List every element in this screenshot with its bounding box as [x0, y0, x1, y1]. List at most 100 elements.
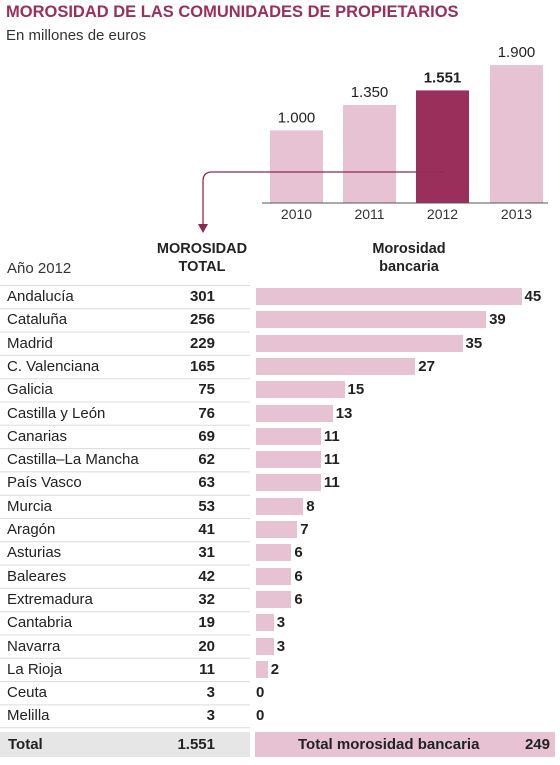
total-value-cell: 301 — [189, 288, 215, 305]
bank-bar — [256, 590, 292, 608]
year-tick-label: 2012 — [427, 206, 458, 222]
yearly-bar-chart: 1.000 2010 1.350 2011 1.551 2012 1.900 2013 — [198, 44, 548, 233]
table-row: Galicia 75 15 — [0, 378, 560, 401]
year-bar-2012 — [416, 90, 469, 203]
region-label: Ceuta — [7, 684, 48, 702]
region-label: Andalucía — [7, 288, 74, 305]
region-label: Madrid — [7, 334, 53, 352]
bank-bar — [256, 288, 522, 305]
bank-value-label: 13 — [335, 404, 353, 422]
bank-bar — [256, 427, 321, 445]
total-value-cell: 20 — [198, 637, 215, 655]
region-label: Galicia — [7, 381, 53, 399]
total-value-cell: 19 — [198, 614, 215, 632]
region-label: Castilla–La Mancha — [7, 451, 139, 469]
region-label: Castilla y León — [7, 404, 106, 422]
total-value-cell: 62 — [198, 451, 215, 469]
total-value-cell: 75 — [198, 381, 215, 399]
region-label: La Rioja — [7, 660, 63, 678]
bank-total-label: Total morosidad bancaria — [298, 736, 480, 753]
region-label: País Vasco — [7, 474, 82, 492]
header-total-line2: TOTAL — [178, 259, 226, 275]
chart-subtitle: En millones de euros — [6, 27, 147, 44]
bank-value-label: 27 — [418, 357, 435, 375]
bank-bar — [256, 404, 333, 422]
region-label: Cantabria — [7, 614, 73, 632]
total-value-cell: 31 — [198, 544, 215, 562]
table-row: Asturias 31 6 — [0, 541, 560, 564]
bank-value-label: 11 — [323, 474, 340, 492]
total-value-cell: 53 — [198, 497, 215, 515]
total-value-cell: 76 — [198, 404, 215, 422]
bank-bar — [256, 497, 304, 515]
bank-bar — [256, 637, 274, 655]
region-label: Asturias — [7, 544, 62, 562]
total-value-cell: 11 — [199, 660, 215, 678]
bank-bar — [256, 334, 463, 352]
table-row: Canarias 69 11 — [0, 425, 560, 448]
year-label: Año 2012 — [7, 260, 72, 277]
table-row: Melilla 3 0 — [0, 704, 560, 727]
total-value-cell: 69 — [198, 427, 215, 445]
table-row: Ceuta 3 0 — [0, 681, 560, 704]
bank-value-label: 11 — [323, 427, 340, 445]
table-row: Baleares 42 6 — [0, 565, 560, 588]
year-value-label: 1.350 — [351, 84, 389, 101]
region-label: Canarias — [7, 427, 68, 445]
year-bar-2013 — [490, 65, 543, 203]
table-row: Madrid 229 35 — [0, 332, 560, 355]
table-row: C. Valenciana 165 27 — [0, 355, 560, 378]
table-row: Castilla–La Mancha 62 11 — [0, 448, 560, 471]
bank-value-label: 6 — [294, 590, 303, 608]
bank-value-label: 35 — [465, 334, 483, 352]
bank-bar — [256, 544, 292, 562]
bank-bar — [256, 567, 292, 585]
bank-value-label: 7 — [300, 521, 309, 538]
year-tick-label: 2010 — [281, 206, 312, 222]
total-value: 1.551 — [177, 736, 215, 753]
bank-bar — [256, 474, 321, 492]
table-row: Extremadura 32 6 — [0, 588, 560, 611]
bank-value-label: 15 — [347, 381, 365, 399]
connector-arrow-icon — [198, 224, 208, 233]
bank-value-label: 8 — [306, 497, 315, 515]
year-value-label: 1.000 — [278, 109, 316, 126]
region-label: Murcia — [7, 497, 53, 515]
bank-bar — [256, 311, 487, 329]
header-bank-line2: bancaria — [379, 259, 439, 275]
region-label: Baleares — [7, 567, 67, 585]
table-row: Aragón 41 7 — [0, 518, 560, 541]
header-total: MOROSIDAD TOTAL — [143, 240, 261, 276]
bank-value-label: 11 — [323, 451, 340, 469]
bank-bar — [256, 451, 321, 469]
header-total-line1: MOROSIDAD — [156, 241, 248, 257]
year-tick-label: 2011 — [354, 206, 384, 222]
bank-total-value: 249 — [524, 736, 550, 753]
table-row: Andalucía 301 45 — [0, 285, 560, 308]
bank-value-label: 3 — [276, 637, 286, 655]
region-label: Cataluña — [7, 311, 68, 329]
region-label: C. Valenciana — [7, 357, 100, 375]
bank-bar — [256, 521, 298, 538]
total-value-cell: 63 — [198, 474, 215, 492]
bank-value-label: 45 — [524, 288, 542, 305]
total-value-cell: 42 — [198, 567, 215, 585]
region-label: Melilla — [7, 707, 50, 725]
table-row: La Rioja 11 2 — [0, 658, 560, 681]
total-value-cell: 165 — [189, 357, 215, 375]
bank-bar — [256, 381, 345, 399]
table-row: Cantabria 19 3 — [0, 611, 560, 634]
year-bar-2010 — [270, 130, 323, 203]
total-value-cell: 229 — [189, 334, 215, 352]
header-bank: Morosidad bancaria — [350, 240, 468, 276]
connector-line — [202, 171, 444, 226]
year-value-label: 1.900 — [498, 44, 536, 61]
total-value-cell: 41 — [198, 521, 215, 538]
chart-title: MOROSIDAD DE LAS COMUNIDADES DE PROPIETA… — [6, 3, 459, 21]
bank-value-label: 0 — [256, 707, 265, 725]
table-row: Cataluña 256 39 — [0, 308, 560, 331]
bank-value-label: 2 — [270, 660, 280, 678]
bank-value-label: 39 — [489, 311, 506, 329]
table-row: Murcia 53 8 — [0, 495, 560, 518]
